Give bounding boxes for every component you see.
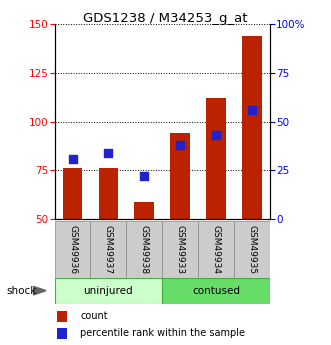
Bar [242, 36, 262, 219]
Bar [162, 221, 198, 278]
Point [249, 107, 255, 113]
Text: GSM49935: GSM49935 [247, 225, 256, 274]
Bar [198, 221, 234, 278]
Point [177, 142, 183, 148]
Text: GSM49933: GSM49933 [176, 225, 185, 274]
Bar [99, 168, 118, 219]
Bar [206, 98, 226, 219]
Bar [57, 328, 67, 339]
Text: GDS1238 / M34253_g_at: GDS1238 / M34253_g_at [83, 12, 248, 25]
Text: shock: shock [7, 286, 37, 296]
Point [106, 150, 111, 156]
Text: uninjured: uninjured [84, 286, 133, 296]
Bar [170, 133, 190, 219]
Polygon shape [33, 286, 46, 295]
Text: GSM49938: GSM49938 [140, 225, 149, 274]
Text: GSM49937: GSM49937 [104, 225, 113, 274]
Bar [162, 278, 270, 304]
Bar [126, 221, 162, 278]
Bar [234, 221, 270, 278]
Bar [63, 168, 82, 219]
Point [70, 156, 75, 161]
Text: GSM49936: GSM49936 [68, 225, 77, 274]
Bar [55, 278, 162, 304]
Bar [134, 201, 154, 219]
Point [142, 174, 147, 179]
Bar [90, 221, 126, 278]
Bar [55, 221, 90, 278]
Text: percentile rank within the sample: percentile rank within the sample [80, 328, 245, 338]
Bar [57, 310, 67, 322]
Text: contused: contused [192, 286, 240, 296]
Text: GSM49934: GSM49934 [212, 225, 220, 274]
Point [213, 132, 219, 138]
Text: count: count [80, 311, 108, 321]
